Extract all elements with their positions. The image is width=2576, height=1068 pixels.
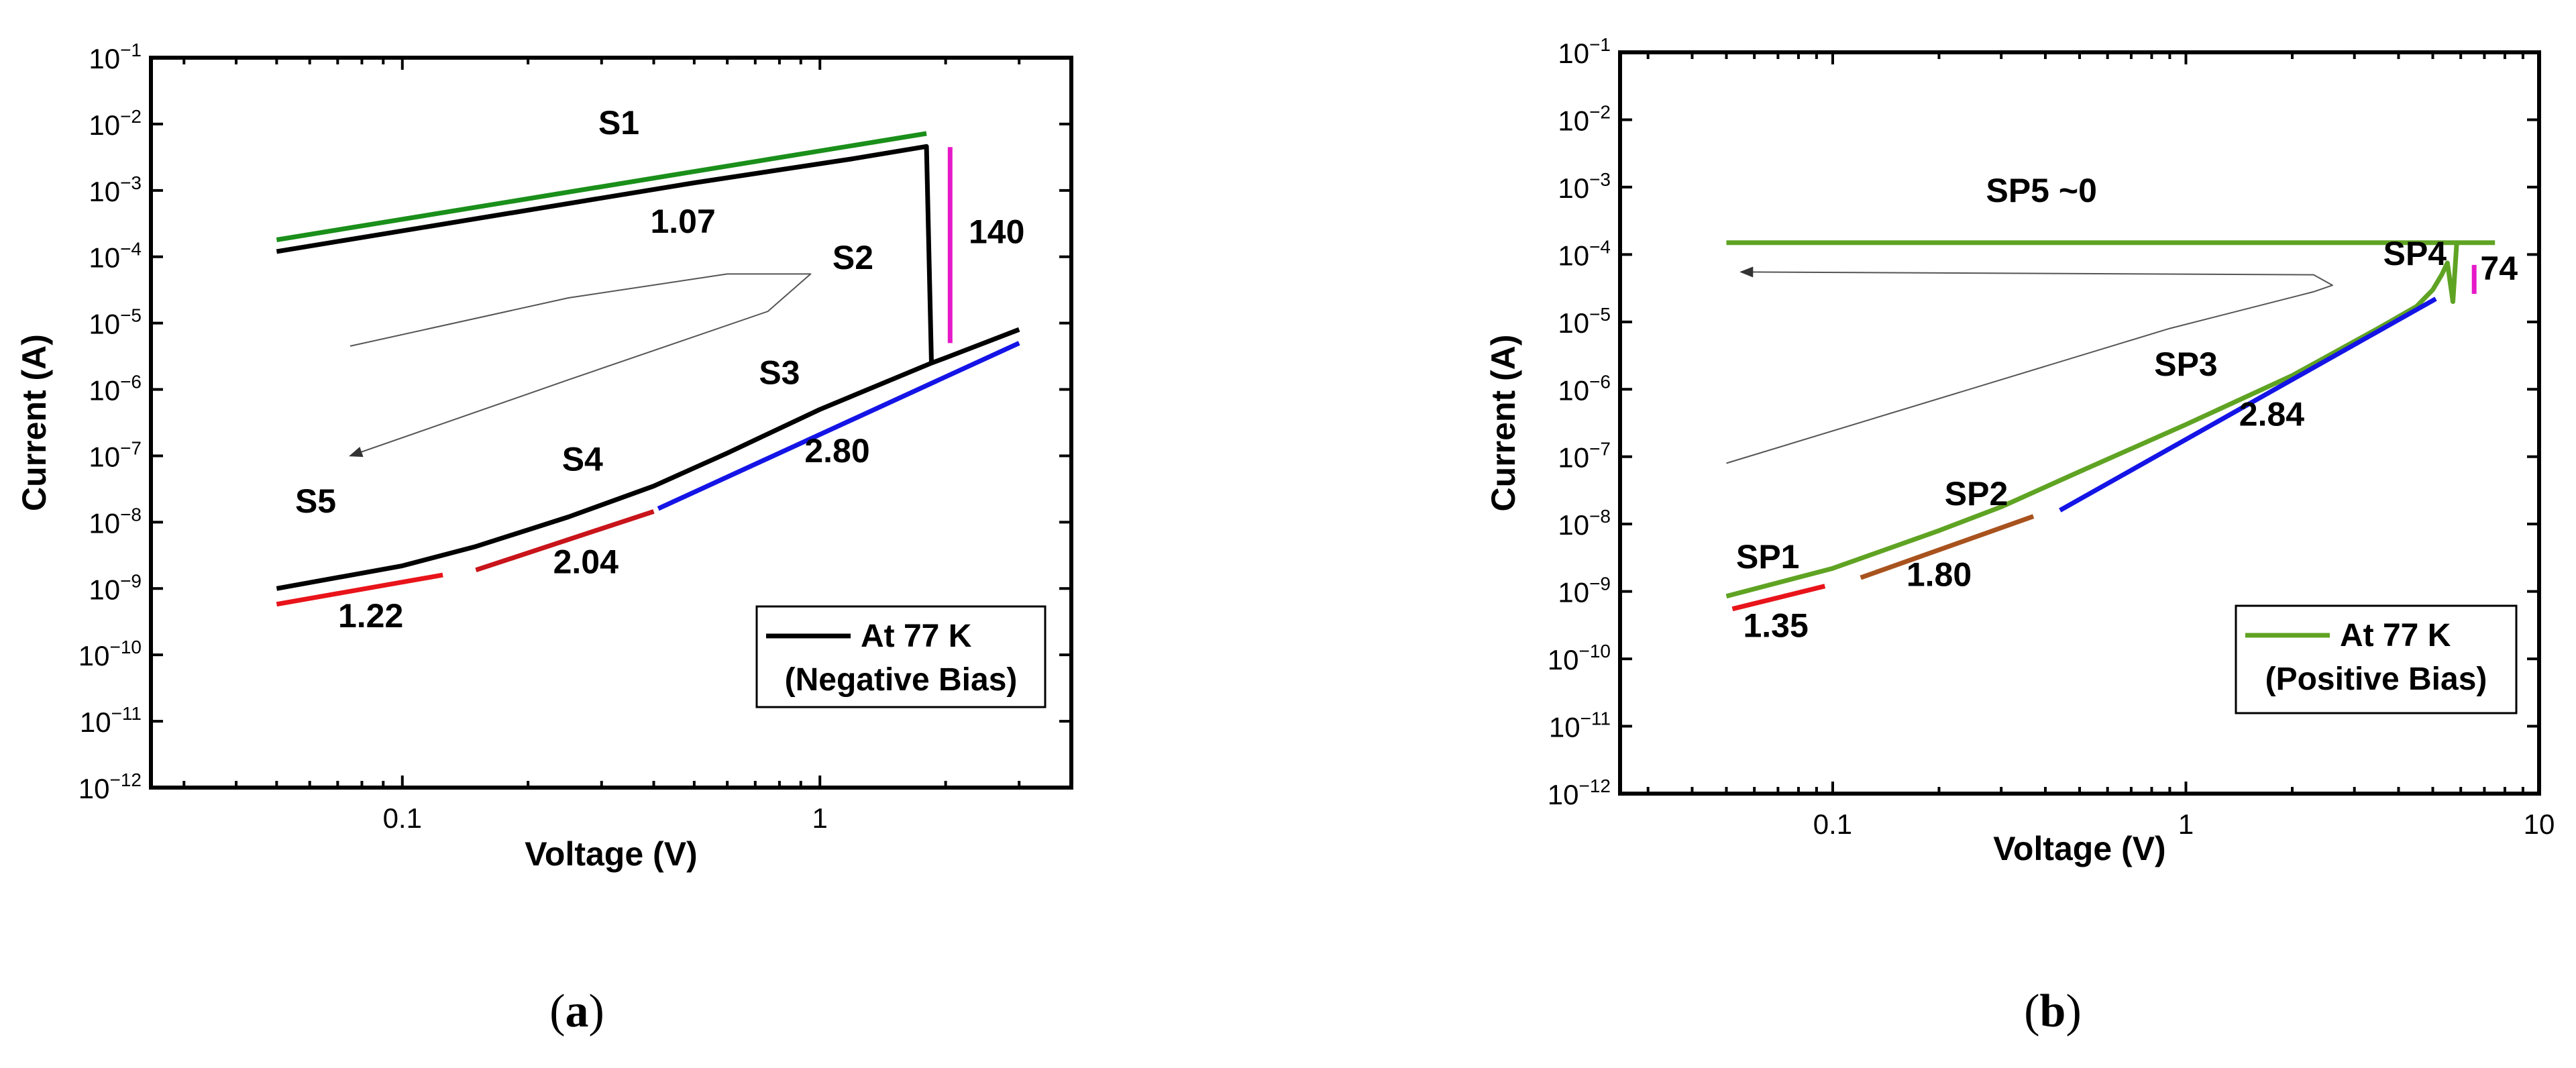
series-s4-fit (475, 509, 655, 573)
annotation-label: SP2 (1945, 475, 2008, 513)
annotation-label: 74 (2480, 250, 2518, 287)
panel-caption: (a) (549, 985, 604, 1037)
y-tick-label: 10−8 (89, 504, 142, 539)
y-tick-label: 10−11 (80, 703, 142, 738)
annotation-label: S1 (598, 104, 639, 142)
y-tick-label: 10−5 (1558, 304, 1611, 339)
plot-frame (149, 56, 1073, 790)
y-axis-title: Current (A) (1485, 335, 1522, 512)
legend-entry: (Positive Bias) (2265, 661, 2487, 697)
x-tick-label: 0.1 (383, 802, 422, 834)
annotation-label: 2.04 (553, 543, 619, 580)
annotation-label: 1.80 (1907, 556, 1972, 594)
annotation-label: 2.80 (804, 432, 869, 470)
y-tick-label: 10−6 (89, 372, 142, 407)
y-tick-label: 10−6 (1558, 371, 1611, 406)
series-s3-fit (657, 341, 1020, 511)
annotation-label: SP3 (2154, 345, 2218, 383)
y-tick-label: 10−4 (1558, 236, 1611, 271)
y-tick-label: 10−8 (1558, 506, 1611, 541)
legend-entry: At 77 K (2340, 618, 2451, 653)
legend-entry: At 77 K (861, 619, 972, 654)
series-sp2-fit (1860, 514, 2035, 580)
series-sp1-fit (1731, 584, 1826, 612)
y-tick-label: 10−1 (89, 40, 142, 74)
annotation-label: S2 (833, 239, 873, 276)
y-tick-label: 10−1 (1558, 34, 1611, 69)
annotation-label: SP1 (1736, 538, 1800, 576)
series-i-v-sweep-low (276, 360, 932, 591)
series-sweep-direction (1726, 266, 2333, 464)
annotation-label: SP4 (2383, 235, 2447, 272)
y-tick-label: 10−5 (89, 305, 142, 340)
y-tick-label: 10−10 (78, 637, 142, 672)
series-i-v-sweep-up (1725, 240, 2459, 599)
y-tick-label: 10−4 (89, 239, 142, 274)
x-tick-label: 1 (2178, 808, 2194, 840)
chart-a: 10−1 10−2 10−3 10−4 10−5 10−6 10−7 10−8 10−9 10−1… (15, 40, 1073, 1037)
series-i-v-sweep-black (276, 144, 1020, 366)
annotation-label: 140 (969, 213, 1024, 251)
y-tick-label: 10−12 (1548, 776, 1611, 810)
annotation-label: 1.07 (650, 203, 715, 240)
y-tick-label: 10−10 (1548, 641, 1611, 676)
annotation-label: 1.35 (1743, 607, 1808, 645)
y-tick-label: 10−7 (1558, 439, 1611, 474)
series-s5-fit (276, 572, 443, 607)
y-tick-label: 10−9 (89, 570, 142, 605)
legend-entry: (Negative Bias) (785, 662, 1018, 698)
panel-caption: (b) (2024, 985, 2082, 1037)
x-tick-label: 0.1 (1813, 808, 1852, 840)
y-tick-label: 10−2 (1558, 101, 1611, 136)
y-tick-label: 10−11 (1549, 708, 1611, 743)
annotation-label: 2.84 (2239, 395, 2305, 433)
y-tick-label: 10−12 (78, 769, 142, 804)
chart-b: 10−1 10−2 10−3 10−4 10−5 10−6 10−7 10−8 10−9 10−1… (1485, 34, 2555, 1037)
annotation-label: S5 (295, 482, 336, 520)
x-axis-title: Voltage (V) (525, 835, 697, 873)
x-tick-label: 1 (812, 802, 828, 834)
y-tick-label: 10−9 (1558, 574, 1611, 608)
y-tick-label: 10−7 (89, 437, 142, 472)
annotation-label: S3 (759, 354, 800, 392)
series-sp3-fit (2059, 297, 2437, 513)
y-tick-label: 10−3 (1558, 169, 1611, 204)
annotation-label: S4 (562, 440, 603, 478)
series-s1-fit (276, 131, 927, 242)
x-axis-title: Voltage (V) (1993, 830, 2165, 867)
y-tick-label: 10−2 (89, 106, 142, 141)
legend-box (755, 605, 1046, 708)
y-axis-title: Current (A) (15, 334, 53, 511)
annotation-label: 1.22 (338, 597, 403, 635)
y-tick-label: 10−3 (89, 172, 142, 207)
legend-box (2235, 604, 2518, 714)
x-tick-label: 10 (2524, 808, 2555, 840)
annotation-label: SP5 ~0 (1986, 172, 2096, 209)
series-s2-sweep-direction (349, 273, 812, 458)
